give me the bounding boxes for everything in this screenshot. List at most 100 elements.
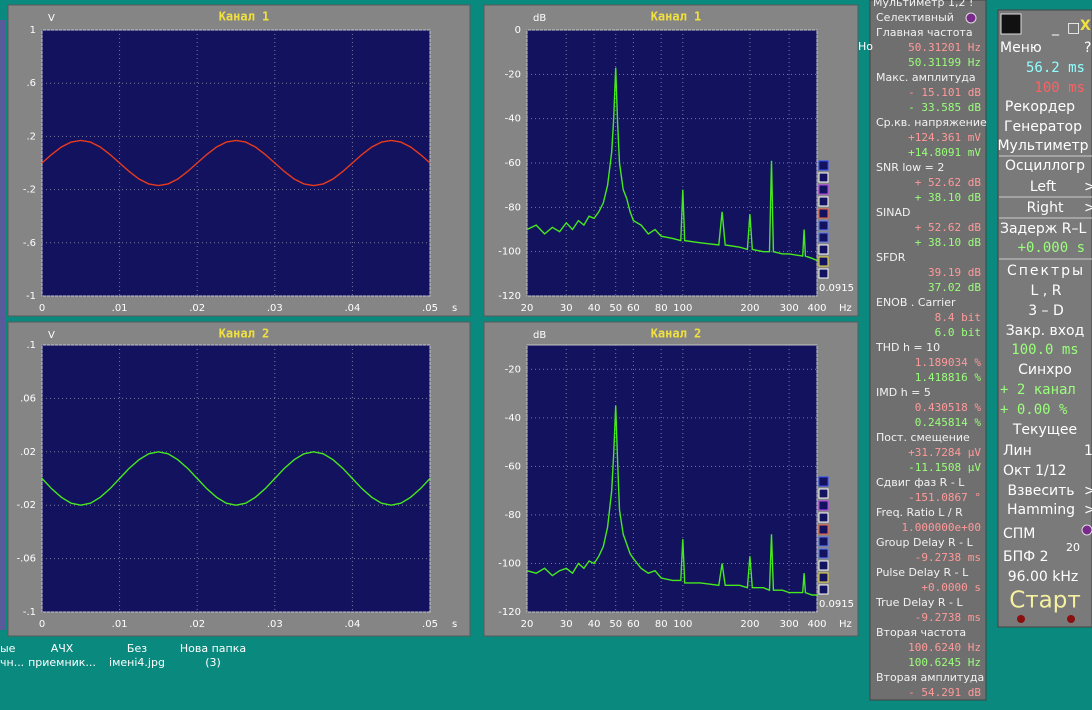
- measure-value: 50.31199 Hz: [908, 56, 981, 69]
- menu-item[interactable]: БПФ 2: [1003, 549, 1049, 565]
- readout: 96.00 kHz: [1008, 569, 1079, 585]
- x-tick-label: .05: [422, 619, 438, 630]
- measure-label: Вторая амплитуда: [876, 671, 984, 684]
- close[interactable]: X: [1080, 18, 1091, 34]
- menu-item[interactable]: Осциллогр: [1005, 158, 1085, 174]
- y-tick-label: .06: [20, 393, 36, 404]
- icon-label[interactable]: (3): [205, 656, 221, 669]
- y-tick-label: -120: [498, 607, 521, 618]
- window-title: Канал 2: [219, 327, 270, 341]
- y-tick-label: -60: [505, 461, 521, 472]
- arrow[interactable]: >: [1084, 502, 1092, 518]
- x-unit: s: [452, 303, 457, 314]
- plot-area: [41, 29, 431, 297]
- measure-label: Ср.кв. напряжение: [876, 116, 987, 129]
- icon-label[interactable]: Без: [127, 642, 147, 655]
- channel-box: [818, 488, 829, 499]
- menu-item[interactable]: Закр. вход: [1006, 323, 1085, 339]
- y-tick-label: -40: [505, 114, 521, 125]
- icon-label[interactable]: Нова папка: [180, 642, 246, 655]
- channel-box: [818, 572, 829, 583]
- icon-label[interactable]: приемник...: [28, 656, 96, 669]
- x-tick-label: .03: [267, 619, 283, 630]
- menu-item[interactable]: Задерж R–L: [1000, 221, 1087, 237]
- channel-box: [818, 548, 829, 559]
- menu-item[interactable]: Меню: [1000, 40, 1042, 56]
- x-tick-label: 0: [39, 619, 45, 630]
- maximize[interactable]: □: [1067, 20, 1080, 36]
- window-title: Канал 1: [219, 10, 270, 24]
- y-tick-label: .1: [26, 340, 36, 351]
- measure-label: SINAD: [876, 206, 910, 219]
- y-tick-label: -40: [505, 413, 521, 424]
- menu-item[interactable]: Окт 1/12: [1003, 463, 1067, 479]
- measure-value: 37.02 dB: [928, 281, 981, 294]
- menu-item[interactable]: 3 – D: [1028, 303, 1064, 319]
- icon-label: Но: [858, 40, 873, 53]
- x-tick-label: 100: [673, 303, 692, 314]
- menu-item[interactable]: Спектры: [1007, 263, 1085, 279]
- y-tick-label: -120: [498, 291, 521, 302]
- measure-value: + 52.62 dB: [915, 221, 982, 234]
- x-tick-label: 100: [673, 619, 692, 630]
- x-tick-label: 50: [609, 619, 622, 630]
- menu-item[interactable]: Лин: [1003, 443, 1032, 459]
- icon-label[interactable]: ые: [0, 642, 16, 655]
- y-tick-label: -80: [505, 202, 521, 213]
- channel-box: [818, 268, 829, 279]
- x-tick-label: .01: [112, 303, 128, 314]
- x-tick-label: 50: [609, 303, 622, 314]
- menu-item[interactable]: Текущее: [1012, 422, 1077, 438]
- menu-item[interactable]: Мультиметр: [997, 138, 1088, 154]
- menu-item[interactable]: 1: [1084, 443, 1092, 459]
- menu-item[interactable]: Hamming: [1007, 502, 1075, 518]
- measure-label: THD h = 10: [875, 341, 940, 354]
- menu-item[interactable]: Рекордер: [1005, 99, 1075, 115]
- channel-box: [818, 196, 829, 207]
- icon-label[interactable]: АЧХ: [51, 642, 74, 655]
- menu-item[interactable]: СПМ: [1003, 526, 1035, 542]
- icon-label[interactable]: імені4.jpg: [109, 656, 165, 669]
- y-unit: dB: [533, 13, 546, 24]
- measure-value: 0.430518 %: [915, 401, 982, 414]
- help[interactable]: ?: [1084, 40, 1091, 56]
- measure-value: 50.31201 Hz: [908, 41, 981, 54]
- menu-item[interactable]: Left: [1030, 179, 1057, 195]
- menu-item[interactable]: Синхро: [1018, 362, 1072, 378]
- minimize[interactable]: _: [1051, 20, 1060, 36]
- trace: [41, 451, 431, 506]
- measure-value: +124.361 mV: [908, 131, 981, 144]
- menu-item[interactable]: Взвесить: [1007, 483, 1074, 499]
- arrow[interactable]: >: [1084, 483, 1092, 499]
- x-tick-label: .04: [344, 303, 360, 314]
- led: [1067, 615, 1075, 623]
- x-tick-label: .02: [189, 303, 205, 314]
- app-icon[interactable]: [1000, 13, 1022, 35]
- menu-item[interactable]: Генератор: [1004, 119, 1082, 135]
- y-tick-label: -.02: [16, 500, 36, 511]
- channel-box: [818, 232, 829, 243]
- start-button[interactable]: Старт: [1009, 588, 1081, 614]
- x-unit: Hz: [839, 619, 852, 630]
- channel-box: [818, 560, 829, 571]
- arrow[interactable]: >: [1084, 200, 1092, 216]
- measure-value: 0.245814 %: [915, 416, 982, 429]
- menu-item[interactable]: Right: [1027, 200, 1064, 216]
- corner-label: 0.0915: [819, 283, 854, 294]
- y-tick-label: -20: [505, 364, 521, 375]
- x-tick-label: 30: [560, 619, 573, 630]
- y-tick-label: -.1: [23, 607, 36, 618]
- x-tick-label: 300: [780, 303, 799, 314]
- x-tick-label: 40: [588, 619, 601, 630]
- icon-label[interactable]: чн...: [0, 656, 24, 669]
- y-tick-label: -.6: [23, 238, 36, 249]
- exponent: 20: [1066, 541, 1080, 554]
- menu-item[interactable]: L , R: [1031, 283, 1062, 299]
- arrow[interactable]: >: [1084, 179, 1092, 195]
- x-tick-label: .03: [267, 303, 283, 314]
- measure-value: 6.0 bit: [935, 326, 981, 339]
- x-tick-label: .05: [422, 303, 438, 314]
- measure-label: True Delay R - L: [875, 596, 964, 609]
- measure-label: Freq. Ratio L / R: [876, 506, 963, 519]
